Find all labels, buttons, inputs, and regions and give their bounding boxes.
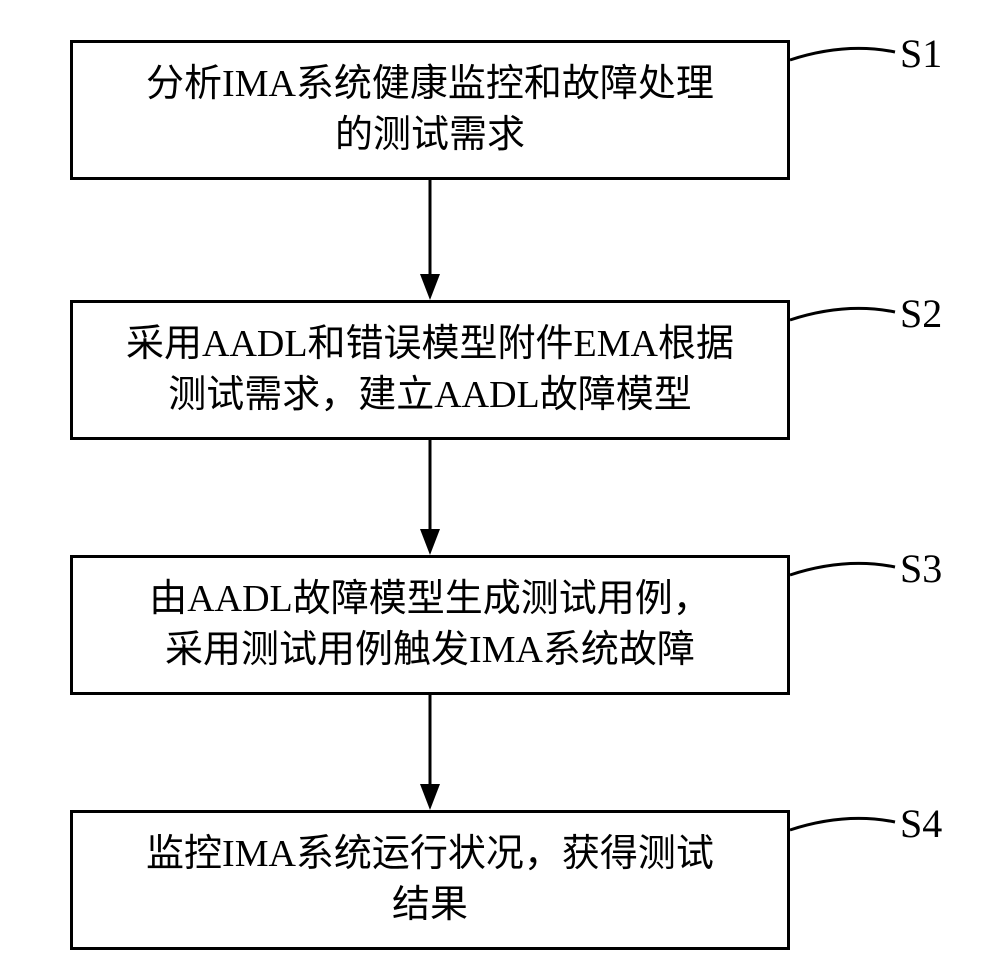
flow-arrow bbox=[0, 0, 1000, 970]
flowchart-canvas: 分析IMA系统健康监控和故障处理 的测试需求 采用AADL和错误模型附件EMA根… bbox=[0, 0, 1000, 970]
